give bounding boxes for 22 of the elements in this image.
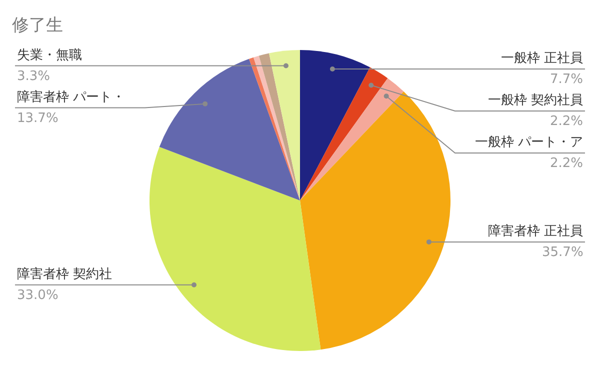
data-label: 2.2%: [550, 114, 584, 129]
slice-label: 失業・無職: [17, 48, 82, 63]
data-label: 3.3%: [17, 69, 50, 84]
slice-label: 一般枠 パート・ア: [475, 135, 584, 150]
data-label: 35.7%: [542, 245, 584, 260]
data-label: 7.7%: [550, 72, 584, 87]
slice-label: 障害者枠 正社員: [488, 223, 584, 239]
pie-slice: [159, 58, 300, 200]
pie-slice: [269, 50, 300, 200]
slice-label: 一般枠 正社員: [501, 51, 584, 66]
chart-title: 修了生: [12, 15, 63, 36]
slice-label: 一般枠 契約社員: [488, 93, 584, 108]
pie-slice: [300, 78, 404, 200]
pie-slice: [300, 91, 450, 350]
pie-slice: [300, 67, 388, 200]
data-label: 2.2%: [550, 156, 584, 171]
slice-label: 障害者枠 契約社: [17, 266, 112, 282]
data-label: 33.0%: [17, 288, 58, 303]
slice-label: 障害者枠 パート・: [17, 89, 126, 105]
pie-slice: [150, 146, 321, 351]
pie-slice: [300, 50, 370, 200]
data-label: 13.7%: [17, 111, 58, 126]
